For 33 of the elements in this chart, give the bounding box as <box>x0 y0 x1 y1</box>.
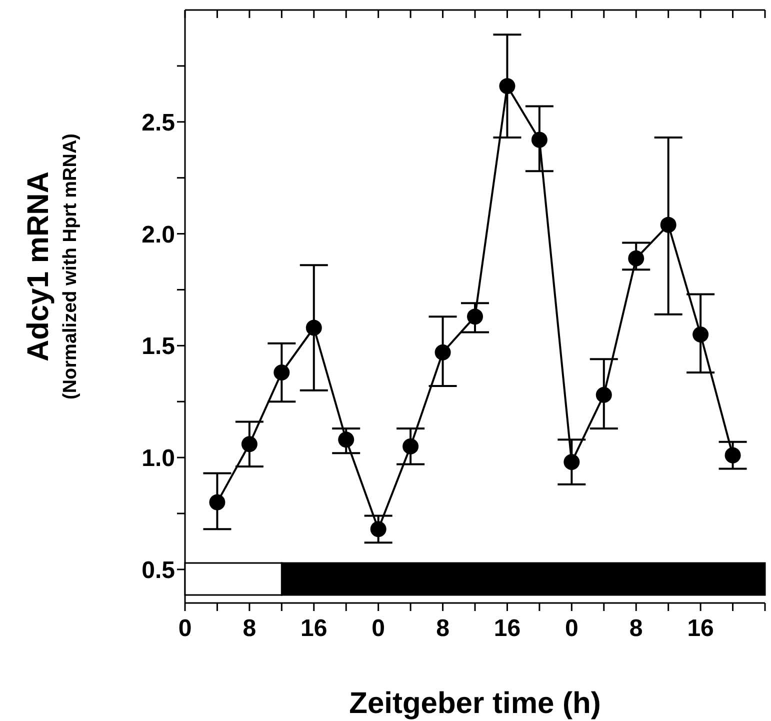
point <box>531 132 548 148</box>
y-tick-label: 1.0 <box>142 445 175 472</box>
point <box>306 320 322 336</box>
y-tick-label: 2.0 <box>142 221 175 248</box>
point <box>628 250 644 266</box>
y-axis-title: Adcy1 mRNA (Normalized with Hprt mRNA) <box>22 134 81 400</box>
x-tick-label: 16 <box>687 615 714 642</box>
x-tick-label: 0 <box>372 615 386 642</box>
point <box>338 432 354 448</box>
y-tick-label: 2.5 <box>142 109 175 136</box>
point <box>434 344 451 360</box>
x-tick-label: 16 <box>494 615 521 642</box>
y-tick-label: 0.5 <box>142 556 175 584</box>
point <box>370 521 386 538</box>
point <box>402 438 419 454</box>
point <box>241 436 258 452</box>
point <box>274 364 290 381</box>
x-tick-label: 16 <box>300 615 328 642</box>
x-tick-label: 8 <box>436 615 450 642</box>
point <box>499 78 516 94</box>
x-tick-label: 8 <box>629 615 643 642</box>
x-tick-label: 0 <box>178 615 192 642</box>
point <box>724 447 741 464</box>
point <box>564 454 580 470</box>
x-tick-label: 8 <box>242 615 256 642</box>
point <box>209 494 226 510</box>
point <box>596 386 612 403</box>
x-tick-label: 0 <box>564 615 578 642</box>
y-tick-label: 1.5 <box>142 333 175 360</box>
point <box>692 326 709 342</box>
point <box>467 308 483 325</box>
point <box>660 216 676 233</box>
x-axis-title: Zeitgeber time (h) <box>349 687 601 720</box>
